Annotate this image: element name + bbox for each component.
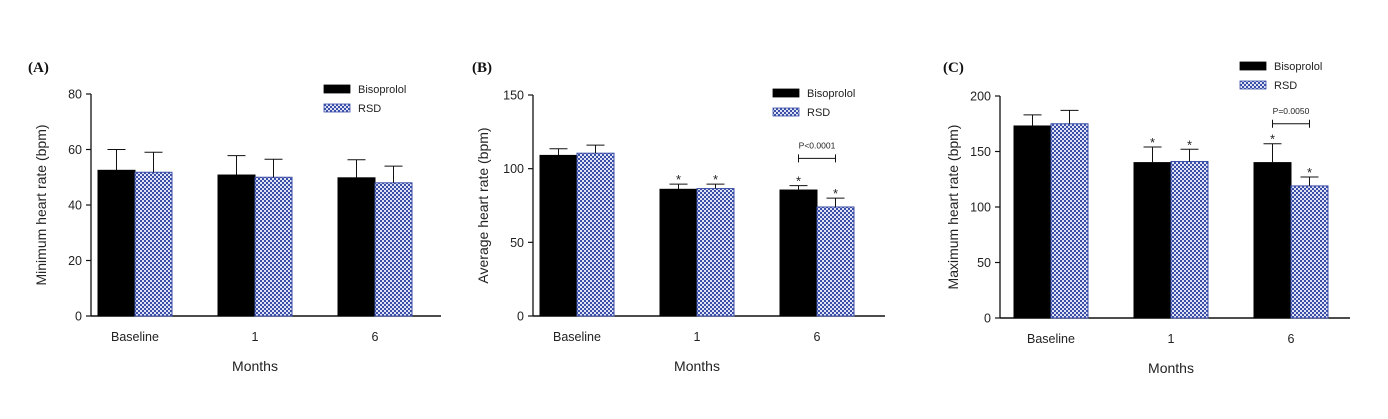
legend-swatch-rsd	[1239, 80, 1267, 90]
y-tick-label: 100	[503, 162, 524, 176]
bar-bisoprolol-baseline	[539, 154, 578, 317]
bar-rsd-baseline	[1050, 123, 1089, 319]
y-tick-label: 200	[970, 90, 991, 104]
legend-label: Bisoprolol	[1274, 61, 1322, 73]
legend-swatch-bisoprolol	[772, 88, 800, 98]
y-tick-label: 0	[984, 312, 991, 326]
y-tick-label: 150	[970, 145, 991, 159]
bar-rsd-baseline	[134, 171, 173, 317]
bar-bisoprolol-1	[217, 174, 256, 317]
x-tick-label: 6	[1288, 332, 1295, 346]
significance-asterisk: *	[1270, 132, 1275, 147]
bar-bisoprolol-1	[659, 188, 698, 317]
bar-bisoprolol-6	[1253, 162, 1292, 319]
x-axis-title: Months	[1148, 360, 1194, 376]
legend-swatch-bisoprolol	[323, 84, 351, 94]
significance-asterisk: *	[1307, 165, 1312, 180]
p-value-label: P<0.0001	[799, 140, 836, 150]
y-axis-title: Maximum heart rate (bpm)	[945, 125, 961, 290]
legend-swatch-rsd	[772, 107, 800, 117]
bar-rsd-6	[1290, 185, 1329, 319]
legend-swatch-rsd	[323, 103, 351, 113]
significance-asterisk: *	[1187, 137, 1192, 152]
y-tick-label: 80	[68, 88, 82, 102]
legend-swatch-bisoprolol	[1239, 61, 1267, 71]
bar-rsd-1	[696, 188, 735, 317]
bar-rsd-baseline	[576, 152, 615, 317]
panel-label: (B)	[472, 60, 492, 76]
y-axis-title: Average heart rate (bpm)	[475, 127, 491, 283]
panel-label: (C)	[943, 60, 964, 76]
x-tick-label: 1	[1168, 332, 1175, 346]
bar-bisoprolol-baseline	[97, 169, 136, 317]
legend-label: Bisoprolol	[358, 84, 406, 96]
chart-panel-2: (B) 0 50 100 150 Average heart rate (bpm) Mont…	[472, 60, 885, 374]
legend-label: RSD	[1274, 80, 1297, 92]
legend-label: RSD	[807, 107, 830, 119]
legend-label: RSD	[358, 103, 381, 115]
y-tick-label: 20	[68, 254, 82, 268]
panel-label: (A)	[28, 60, 49, 76]
bar-bisoprolol-baseline	[1013, 125, 1052, 319]
y-tick-label: 150	[503, 89, 524, 103]
significance-asterisk: *	[713, 172, 718, 187]
bar-bisoprolol-6	[779, 189, 818, 317]
significance-asterisk: *	[676, 172, 681, 187]
y-tick-label: 40	[68, 199, 82, 213]
bar-rsd-6	[816, 206, 855, 317]
legend-label: Bisoprolol	[807, 88, 855, 100]
significance-asterisk: *	[1150, 135, 1155, 150]
y-tick-label: 60	[68, 143, 82, 157]
x-tick-label: Baseline	[111, 330, 159, 344]
bar-bisoprolol-6	[337, 177, 376, 317]
significance-asterisk: *	[833, 186, 838, 201]
y-tick-label: 0	[517, 310, 524, 324]
x-tick-label: 6	[372, 330, 379, 344]
significance-asterisk: *	[796, 174, 801, 189]
legend: Bisoprolol RSD	[1239, 61, 1322, 92]
x-tick-label: 1	[252, 330, 259, 344]
y-tick-label: 100	[970, 201, 991, 215]
x-tick-label: 6	[814, 330, 821, 344]
chart-panel-1: (A) 0 20 40 60 80 Minimum heart rate (bpm) Mont…	[28, 60, 441, 374]
p-value-label: P=0.0050	[1273, 106, 1310, 116]
legend: Bisoprolol RSD	[323, 84, 406, 115]
chart-panel-3: (C) 0 50 100 150 200 Maximum heart rate (bpm) M…	[943, 60, 1350, 376]
x-tick-label: Baseline	[553, 330, 601, 344]
y-tick-label: 0	[75, 310, 82, 324]
bar-bisoprolol-1	[1133, 162, 1172, 319]
x-tick-label: 1	[694, 330, 701, 344]
x-tick-label: Baseline	[1027, 332, 1075, 346]
x-axis-title: Months	[674, 358, 720, 374]
bar-rsd-6	[374, 182, 413, 317]
y-tick-label: 50	[977, 256, 991, 270]
x-axis-title: Months	[232, 358, 278, 374]
y-axis-title: Minimum heart rate (bpm)	[33, 124, 49, 285]
y-tick-label: 50	[510, 236, 524, 250]
bar-rsd-1	[1170, 160, 1209, 319]
bar-rsd-1	[254, 176, 293, 317]
legend: Bisoprolol RSD	[772, 88, 855, 119]
